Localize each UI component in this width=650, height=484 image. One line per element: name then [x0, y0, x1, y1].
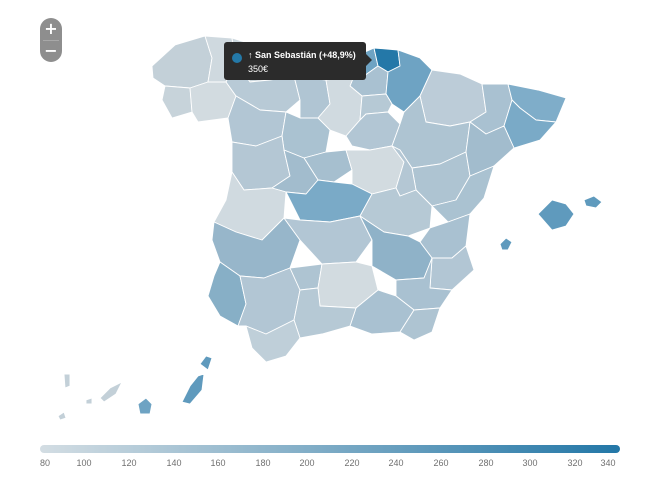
- legend-label: 260: [433, 458, 449, 468]
- region-castellon[interactable]: [431, 165, 495, 223]
- region-fuerteventura[interactable]: [181, 373, 205, 405]
- region-ibiza[interactable]: [499, 237, 513, 251]
- region-mallorca[interactable]: [537, 199, 575, 231]
- legend-label: 140: [166, 458, 182, 468]
- region-el-hierro[interactable]: [57, 411, 67, 421]
- zoom-divider: [43, 39, 59, 41]
- legend-label: 100: [76, 458, 92, 468]
- legend-label: 200: [299, 458, 315, 468]
- region-navarra[interactable]: [385, 49, 433, 113]
- legend-gradient-bar: [40, 445, 620, 453]
- tooltip-color-dot: [232, 53, 242, 63]
- legend-label: 320: [567, 458, 583, 468]
- region-barcelona[interactable]: [503, 99, 557, 149]
- legend-label: 120: [121, 458, 137, 468]
- region-malaga[interactable]: [293, 287, 357, 339]
- legend-label: 340: [600, 458, 616, 468]
- region-almeria[interactable]: [399, 307, 441, 341]
- legend-label: 80: [39, 458, 51, 468]
- legend-label: 220: [344, 458, 360, 468]
- zoom-out-button[interactable]: −: [40, 40, 62, 62]
- legend-label: 300: [522, 458, 538, 468]
- region-la-gomera[interactable]: [85, 397, 93, 405]
- legend-label: 180: [255, 458, 271, 468]
- region-gran-canaria[interactable]: [137, 397, 153, 415]
- color-scale-legend: 80 100 120 140 160 180 200 220 240 260 280 300 320 34…: [40, 445, 620, 475]
- region-pontevedra[interactable]: [161, 85, 193, 119]
- legend-label: 280: [478, 458, 494, 468]
- region-menorca[interactable]: [583, 195, 603, 209]
- legend-label: 160: [210, 458, 226, 468]
- region-la-palma[interactable]: [63, 373, 71, 389]
- region-tooltip: ↑ San Sebastián (+48,9%) 350€: [224, 42, 372, 80]
- region-a-coruna[interactable]: [151, 35, 213, 89]
- region-tenerife[interactable]: [99, 381, 123, 403]
- region-cadiz[interactable]: [245, 319, 301, 363]
- legend-label: 240: [388, 458, 404, 468]
- tooltip-value: 350€: [248, 64, 269, 74]
- region-huesca[interactable]: [419, 69, 487, 127]
- zoom-in-button[interactable]: +: [40, 18, 62, 40]
- region-lanzarote[interactable]: [199, 355, 213, 371]
- tooltip-title: ↑ San Sebastián (+48,9%): [248, 50, 356, 60]
- zoom-control: + −: [40, 18, 62, 62]
